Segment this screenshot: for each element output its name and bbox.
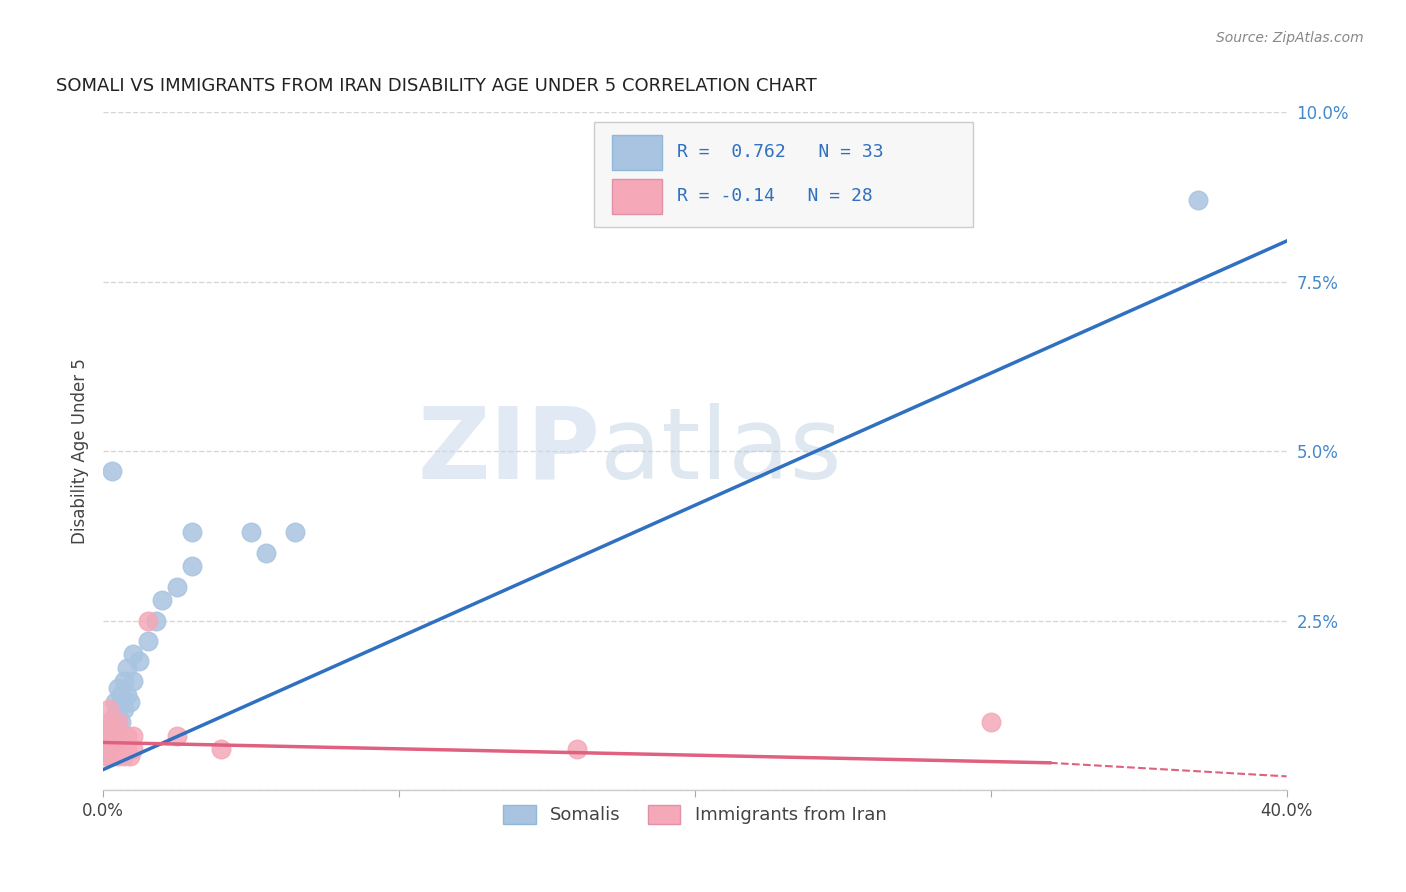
Point bbox=[107, 722, 129, 736]
Point bbox=[94, 749, 117, 764]
Point bbox=[104, 695, 127, 709]
Point bbox=[112, 674, 135, 689]
Point bbox=[110, 742, 132, 756]
Point bbox=[565, 742, 588, 756]
Point bbox=[211, 742, 233, 756]
Point bbox=[98, 742, 121, 756]
Point bbox=[145, 614, 167, 628]
Point bbox=[110, 729, 132, 743]
Point bbox=[115, 661, 138, 675]
FancyBboxPatch shape bbox=[595, 122, 973, 227]
Point bbox=[112, 701, 135, 715]
Point bbox=[101, 749, 124, 764]
Text: Source: ZipAtlas.com: Source: ZipAtlas.com bbox=[1216, 31, 1364, 45]
Point bbox=[104, 708, 127, 723]
Point bbox=[112, 749, 135, 764]
Point bbox=[128, 654, 150, 668]
Point bbox=[115, 688, 138, 702]
Point bbox=[98, 729, 121, 743]
Point bbox=[118, 749, 141, 764]
Point bbox=[121, 729, 143, 743]
Text: R = -0.14   N = 28: R = -0.14 N = 28 bbox=[678, 187, 873, 205]
Point bbox=[101, 465, 124, 479]
Point bbox=[107, 735, 129, 749]
Point bbox=[150, 593, 173, 607]
Point bbox=[980, 715, 1002, 730]
Point bbox=[107, 681, 129, 696]
Point bbox=[180, 559, 202, 574]
Point bbox=[115, 742, 138, 756]
Point bbox=[110, 688, 132, 702]
Point bbox=[94, 749, 117, 764]
Point bbox=[104, 729, 127, 743]
Point bbox=[94, 735, 117, 749]
FancyBboxPatch shape bbox=[612, 135, 662, 169]
Point bbox=[121, 674, 143, 689]
Point bbox=[136, 614, 159, 628]
Point bbox=[115, 729, 138, 743]
Point bbox=[107, 701, 129, 715]
Point bbox=[107, 749, 129, 764]
Point bbox=[98, 729, 121, 743]
Point bbox=[98, 701, 121, 715]
Point bbox=[254, 546, 277, 560]
Point bbox=[240, 525, 263, 540]
Text: R =  0.762   N = 33: R = 0.762 N = 33 bbox=[678, 144, 884, 161]
Point bbox=[118, 695, 141, 709]
Point bbox=[107, 715, 129, 730]
Point bbox=[101, 735, 124, 749]
Point bbox=[1187, 194, 1209, 208]
Point bbox=[101, 735, 124, 749]
Text: SOMALI VS IMMIGRANTS FROM IRAN DISABILITY AGE UNDER 5 CORRELATION CHART: SOMALI VS IMMIGRANTS FROM IRAN DISABILIT… bbox=[56, 78, 817, 95]
Point bbox=[101, 715, 124, 730]
Point bbox=[110, 715, 132, 730]
Point bbox=[98, 742, 121, 756]
Point bbox=[101, 722, 124, 736]
Point bbox=[136, 633, 159, 648]
Point bbox=[121, 648, 143, 662]
Y-axis label: Disability Age Under 5: Disability Age Under 5 bbox=[72, 359, 89, 544]
Point bbox=[284, 525, 307, 540]
Text: atlas: atlas bbox=[600, 402, 842, 500]
Legend: Somalis, Immigrants from Iran: Somalis, Immigrants from Iran bbox=[496, 798, 894, 831]
Point bbox=[112, 735, 135, 749]
Point bbox=[180, 525, 202, 540]
Point bbox=[104, 742, 127, 756]
Text: ZIP: ZIP bbox=[418, 402, 600, 500]
Point bbox=[121, 742, 143, 756]
Point bbox=[166, 729, 188, 743]
Point bbox=[98, 715, 121, 730]
Point bbox=[101, 722, 124, 736]
Point bbox=[166, 580, 188, 594]
FancyBboxPatch shape bbox=[612, 178, 662, 214]
Point bbox=[104, 729, 127, 743]
